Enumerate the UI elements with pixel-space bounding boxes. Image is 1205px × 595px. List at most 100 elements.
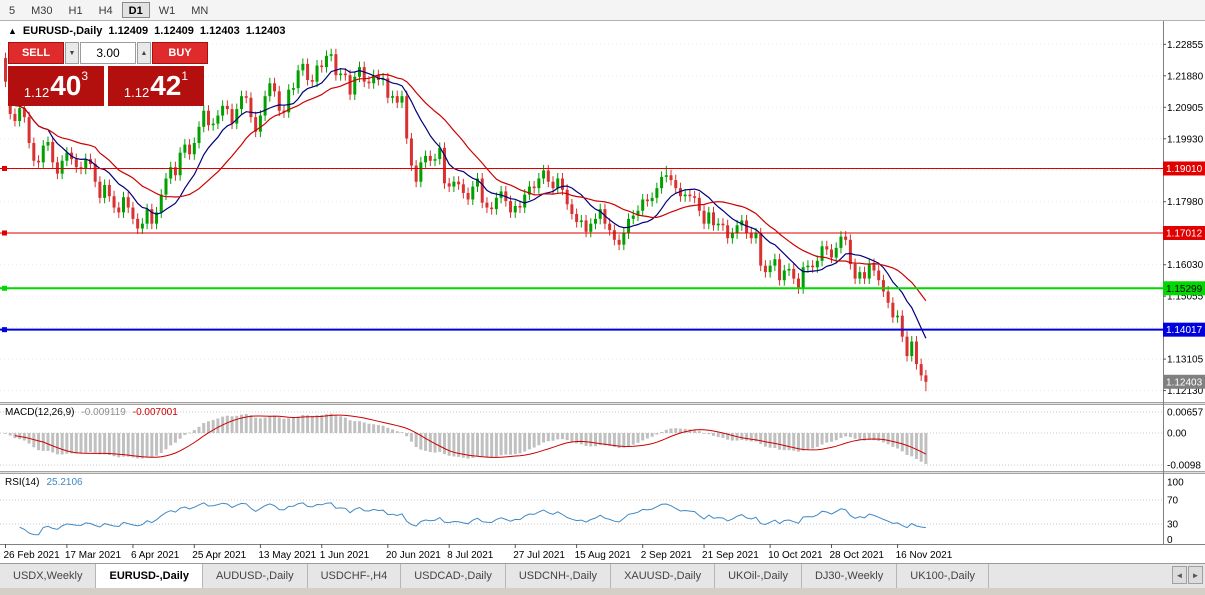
svg-text:21 Sep 2021: 21 Sep 2021 [702, 550, 759, 561]
timeframe-h4[interactable]: H4 [92, 2, 120, 18]
rsi-line [19, 502, 926, 536]
rsi-gridlines [0, 499, 1163, 525]
svg-text:1.17012: 1.17012 [1166, 228, 1203, 239]
timeframe-5[interactable]: 5 [2, 2, 22, 18]
svg-text:10 Oct 2021: 10 Oct 2021 [768, 550, 823, 561]
timeframe-w1[interactable]: W1 [152, 2, 183, 18]
svg-text:1.13105: 1.13105 [1167, 355, 1204, 366]
market-tab-usdcad-daily[interactable]: USDCAD-,Daily [401, 564, 506, 589]
macd-title: MACD(12,26,9) [5, 407, 75, 418]
pane-splitter[interactable] [0, 471, 1205, 474]
svg-text:30: 30 [1167, 520, 1179, 531]
volume-increase-button[interactable]: ▲ [137, 42, 151, 64]
macd-signal-line [14, 414, 927, 458]
quote-open: 1.12409 [108, 25, 149, 37]
one-click-trading-panel: SELL ▼ 3.00 ▲ BUY 1.12 40 3 1.12 42 1 [8, 42, 208, 106]
macd-value-signal: -0.007001 [132, 407, 178, 418]
macd-histogram [4, 413, 928, 464]
ask-price-sup: 1 [181, 69, 189, 83]
svg-text:70: 70 [1167, 496, 1179, 507]
timeframe-d1[interactable]: D1 [121, 2, 150, 18]
svg-text:1.14017: 1.14017 [1166, 325, 1203, 336]
window-bottom-strip [0, 588, 1205, 595]
timeframe-h1[interactable]: H1 [62, 2, 90, 18]
svg-text:13 May 2021: 13 May 2021 [258, 550, 316, 561]
chart-tab-bar: USDX,Weekly EURUSD-,Daily AUDUSD-,Daily USD… [0, 563, 1205, 589]
bid-price-box[interactable]: 1.12 40 3 [8, 66, 104, 106]
ask-price-big: 42 [150, 70, 182, 101]
quote-line: ▲ EURUSD-,Daily 1.12409 1.12409 1.12403 … [8, 25, 285, 37]
svg-text:1.12130: 1.12130 [1167, 386, 1204, 397]
market-tab-dj30-weekly[interactable]: DJ30-,Weekly [802, 564, 898, 589]
tab-scroll-right-icon[interactable]: ► [1188, 566, 1203, 584]
market-tab-uk100-daily[interactable]: UK100-,Daily [897, 564, 990, 589]
volume-input[interactable]: 3.00 [80, 42, 136, 64]
trade-prices-row: 1.12 40 3 1.12 42 1 [8, 66, 208, 106]
market-tab-usdcnh-daily[interactable]: USDCNH-,Daily [506, 564, 612, 589]
quote-low: 1.12403 [199, 25, 240, 37]
timeframe-mn[interactable]: MN [184, 2, 215, 18]
level-line-119010[interactable] [0, 165, 1163, 171]
svg-text:0.00: 0.00 [1167, 429, 1187, 440]
current-price-badge: 1.12403 [1163, 374, 1205, 389]
macd-gridlines [0, 411, 1163, 466]
horizontal-level-lines [0, 165, 1163, 333]
svg-text:100: 100 [1167, 478, 1184, 489]
svg-text:27 Jul 2021: 27 Jul 2021 [513, 550, 565, 561]
price-axis: 1.228551.218801.209051.199301.189551.179… [1163, 20, 1205, 544]
market-tab-xauusd-daily[interactable]: XAUUSD-,Daily [611, 564, 716, 589]
svg-text:1 Jun 2021: 1 Jun 2021 [320, 550, 370, 561]
svg-text:8 Jul 2021: 8 Jul 2021 [447, 550, 494, 561]
market-tab-ukoil-daily[interactable]: UKOil-,Daily [715, 564, 802, 589]
level-line-115299[interactable] [0, 285, 1163, 291]
market-tab-usdx-weekly[interactable]: USDX,Weekly [0, 564, 97, 589]
sell-button[interactable]: SELL [8, 42, 64, 64]
one-click-collapse-icon[interactable]: ▲ [8, 26, 17, 36]
market-tab-eurusd-daily[interactable]: EURUSD-,Daily [96, 564, 203, 589]
level-line-117012[interactable] [0, 230, 1163, 236]
svg-text:1.15055: 1.15055 [1167, 292, 1204, 303]
svg-text:1.20905: 1.20905 [1167, 103, 1204, 114]
trade-controls-row: SELL ▼ 3.00 ▲ BUY [8, 42, 208, 64]
pane-splitter[interactable] [0, 402, 1205, 405]
ma-line-20 [14, 73, 927, 302]
svg-text:2 Sep 2021: 2 Sep 2021 [641, 550, 693, 561]
rsi-value: 25.2106 [46, 477, 83, 488]
timeframe-m30[interactable]: M30 [24, 2, 59, 18]
svg-text:1.21880: 1.21880 [1167, 71, 1204, 82]
level-line-114017[interactable] [0, 327, 1163, 333]
svg-text:0: 0 [1167, 535, 1173, 546]
market-tab-usdchf-h4[interactable]: USDCHF-,H4 [308, 564, 402, 589]
price-level-badge-117012: 1.17012 [1163, 225, 1205, 240]
tab-scroll-left-icon[interactable]: ◄ [1172, 566, 1187, 584]
quote-high: 1.12409 [154, 25, 194, 37]
svg-text:28 Oct 2021: 28 Oct 2021 [830, 550, 885, 561]
svg-text:0.00657: 0.00657 [1167, 408, 1204, 419]
rsi-title: RSI(14) [5, 477, 40, 488]
market-tab-audusd-daily[interactable]: AUDUSD-,Daily [203, 564, 308, 589]
svg-text:1.16030: 1.16030 [1167, 260, 1204, 271]
svg-text:-0.0098: -0.0098 [1167, 461, 1201, 472]
svg-text:26 Feb 2021: 26 Feb 2021 [4, 550, 61, 561]
price-level-badge-115299: 1.15299 [1163, 281, 1205, 296]
svg-text:15 Aug 2021: 15 Aug 2021 [575, 550, 632, 561]
ma-line-10 [14, 68, 927, 339]
svg-text:1.19010: 1.19010 [1166, 164, 1203, 175]
buy-button[interactable]: BUY [152, 42, 208, 64]
price-level-badge-114017: 1.14017 [1163, 322, 1205, 337]
svg-text:1.12403: 1.12403 [1166, 377, 1203, 388]
ask-price-prefix: 1.12 [123, 85, 150, 100]
svg-text:17 Mar 2021: 17 Mar 2021 [65, 550, 122, 561]
quote-close: 1.12403 [245, 25, 286, 37]
time-axis: 26 Feb 2021 17 Mar 2021 6 Apr 2021 25 Apr 2… [0, 544, 1205, 561]
svg-text:25 Apr 2021: 25 Apr 2021 [192, 550, 246, 561]
indicator-axis-labels: 0.00657 0.00 -0.0098 100 70 30 0 [1167, 408, 1204, 547]
volume-decrease-button[interactable]: ▼ [65, 42, 79, 64]
price-level-badge-119010: 1.19010 [1163, 161, 1205, 176]
macd-value-main: -0.009119 [81, 407, 126, 418]
svg-text:16 Nov 2021: 16 Nov 2021 [896, 550, 953, 561]
svg-text:6 Apr 2021: 6 Apr 2021 [131, 550, 180, 561]
ask-price-box[interactable]: 1.12 42 1 [108, 66, 204, 106]
